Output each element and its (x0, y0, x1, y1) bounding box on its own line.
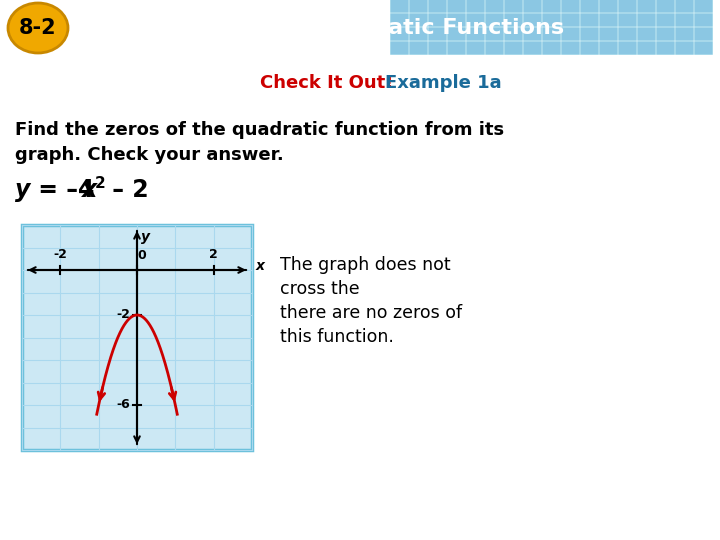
Text: x: x (82, 178, 97, 202)
Text: -2: -2 (116, 308, 130, 321)
Text: 0: 0 (138, 249, 146, 262)
Bar (637, 13, 655, 26)
Bar (656, 0, 674, 12)
Bar (580, 0, 598, 12)
Bar (618, 0, 636, 12)
Text: x: x (256, 259, 265, 273)
Text: graph. Check your answer.: graph. Check your answer. (15, 146, 284, 164)
Bar (428, 13, 446, 26)
Text: Example 1a: Example 1a (385, 74, 502, 92)
Bar (580, 41, 598, 54)
Bar (22, 225, 252, 450)
Bar (409, 0, 427, 12)
Bar (637, 0, 655, 12)
Bar (409, 27, 427, 40)
Bar (466, 0, 484, 12)
Bar (504, 27, 522, 40)
Text: -2: -2 (53, 248, 67, 261)
Bar (618, 13, 636, 26)
Bar (523, 0, 541, 12)
Text: Find the zeros of the quadratic function from its: Find the zeros of the quadratic function… (15, 121, 504, 139)
Bar (561, 13, 579, 26)
Bar (447, 27, 465, 40)
Text: Copyright © by Holt Mc Dougal. All Rights Reserved.: Copyright © by Holt Mc Dougal. All Right… (417, 518, 710, 528)
Bar (428, 27, 446, 40)
Bar (409, 13, 427, 26)
Bar (428, 0, 446, 12)
Bar (523, 41, 541, 54)
Bar (656, 27, 674, 40)
Bar (580, 13, 598, 26)
Bar (599, 41, 617, 54)
Bar (561, 41, 579, 54)
Bar (694, 41, 712, 54)
Bar (637, 41, 655, 54)
Bar (466, 41, 484, 54)
Bar (580, 27, 598, 40)
Bar (694, 13, 712, 26)
Bar (409, 41, 427, 54)
Text: 2: 2 (210, 248, 218, 261)
Bar (542, 27, 560, 40)
Bar (447, 41, 465, 54)
Text: – 2: – 2 (104, 178, 148, 202)
Bar (485, 13, 503, 26)
Bar (447, 13, 465, 26)
Bar (390, 0, 408, 12)
Text: = –4: = –4 (30, 178, 94, 202)
Bar (504, 0, 522, 12)
Bar (390, 13, 408, 26)
Text: -6: -6 (116, 399, 130, 411)
Text: The graph does not: The graph does not (280, 256, 451, 274)
Bar (523, 27, 541, 40)
Text: y: y (15, 178, 30, 202)
Text: Holt McDougal Algebra 1: Holt McDougal Algebra 1 (10, 516, 166, 530)
Bar (618, 41, 636, 54)
Text: 8-2: 8-2 (19, 18, 57, 38)
Text: cross the: cross the (280, 280, 365, 298)
Bar (561, 27, 579, 40)
Bar (428, 41, 446, 54)
Text: there are no zeros of: there are no zeros of (280, 304, 462, 322)
Ellipse shape (8, 3, 68, 53)
Bar (485, 0, 503, 12)
Text: Characteristics of Quadratic Functions: Characteristics of Quadratic Functions (82, 18, 564, 38)
Bar (675, 13, 693, 26)
Bar (390, 27, 408, 40)
Bar (675, 0, 693, 12)
Bar (542, 0, 560, 12)
Bar (637, 27, 655, 40)
Bar (466, 13, 484, 26)
Bar (694, 27, 712, 40)
Bar (599, 27, 617, 40)
Text: y: y (141, 230, 150, 244)
Bar (466, 27, 484, 40)
Text: 2: 2 (95, 176, 106, 191)
Bar (485, 41, 503, 54)
Bar (485, 27, 503, 40)
Bar (599, 0, 617, 12)
Bar (542, 13, 560, 26)
Bar (542, 41, 560, 54)
Bar (504, 41, 522, 54)
Bar (656, 13, 674, 26)
Bar (504, 13, 522, 26)
Bar (694, 0, 712, 12)
Bar (599, 13, 617, 26)
Bar (656, 41, 674, 54)
Text: Check It Out!: Check It Out! (260, 74, 393, 92)
Bar (561, 0, 579, 12)
Bar (675, 27, 693, 40)
Bar (390, 41, 408, 54)
Bar (618, 27, 636, 40)
Text: this function.: this function. (280, 328, 394, 346)
Bar (447, 0, 465, 12)
Bar (523, 13, 541, 26)
Bar (675, 41, 693, 54)
